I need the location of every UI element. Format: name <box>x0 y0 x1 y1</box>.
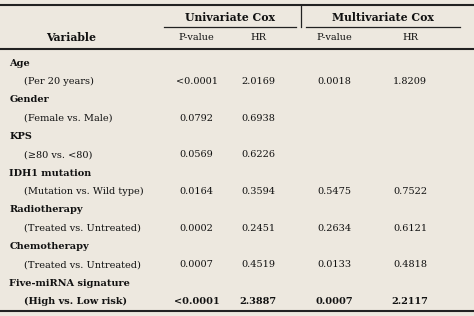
Text: 0.5475: 0.5475 <box>317 187 351 196</box>
Text: 0.0569: 0.0569 <box>180 150 214 159</box>
Text: P-value: P-value <box>316 33 352 42</box>
Text: KPS: KPS <box>9 132 32 141</box>
Text: HR: HR <box>250 33 266 42</box>
Text: 2.2117: 2.2117 <box>392 297 428 306</box>
Text: 2.0169: 2.0169 <box>241 77 275 86</box>
Text: 0.6121: 0.6121 <box>393 224 427 233</box>
Text: HR: HR <box>402 33 418 42</box>
Text: 0.2634: 0.2634 <box>317 224 351 233</box>
Text: 0.4818: 0.4818 <box>393 260 427 269</box>
Text: Gender: Gender <box>9 95 49 104</box>
Text: 0.6938: 0.6938 <box>241 114 275 123</box>
Text: Variable: Variable <box>46 33 96 43</box>
Text: (Treated vs. Untreated): (Treated vs. Untreated) <box>24 224 141 233</box>
Text: Chemotherapy: Chemotherapy <box>9 242 89 251</box>
Text: Five-miRNA signature: Five-miRNA signature <box>9 279 130 288</box>
Text: 0.0007: 0.0007 <box>315 297 353 306</box>
Text: (High vs. Low risk): (High vs. Low risk) <box>24 297 127 306</box>
Text: 2.3887: 2.3887 <box>240 297 277 306</box>
Text: (≥80 vs. <80): (≥80 vs. <80) <box>24 150 92 159</box>
Text: Age: Age <box>9 59 30 68</box>
Text: P-value: P-value <box>179 33 215 42</box>
Text: 1.8209: 1.8209 <box>393 77 427 86</box>
Text: Multivariate Cox: Multivariate Cox <box>332 12 434 23</box>
Text: Univariate Cox: Univariate Cox <box>185 12 275 23</box>
Text: Radiotherapy: Radiotherapy <box>9 205 83 214</box>
Text: 0.0007: 0.0007 <box>180 260 214 269</box>
Text: 0.0133: 0.0133 <box>317 260 351 269</box>
Text: 0.3594: 0.3594 <box>241 187 275 196</box>
Text: (Female vs. Male): (Female vs. Male) <box>24 114 112 123</box>
Text: 0.0002: 0.0002 <box>180 224 214 233</box>
Text: 0.6226: 0.6226 <box>241 150 275 159</box>
Text: (Treated vs. Untreated): (Treated vs. Untreated) <box>24 260 141 269</box>
Text: (Mutation vs. Wild type): (Mutation vs. Wild type) <box>24 187 143 196</box>
Text: 0.0018: 0.0018 <box>317 77 351 86</box>
Text: 0.2451: 0.2451 <box>241 224 275 233</box>
Text: 0.7522: 0.7522 <box>393 187 427 196</box>
Text: <0.0001: <0.0001 <box>174 297 219 306</box>
Text: IDH1 mutation: IDH1 mutation <box>9 169 92 178</box>
Text: 0.0792: 0.0792 <box>180 114 214 123</box>
Text: <0.0001: <0.0001 <box>176 77 218 86</box>
Text: (Per 20 years): (Per 20 years) <box>24 77 93 86</box>
Text: 0.0164: 0.0164 <box>180 187 214 196</box>
Text: 0.4519: 0.4519 <box>241 260 275 269</box>
